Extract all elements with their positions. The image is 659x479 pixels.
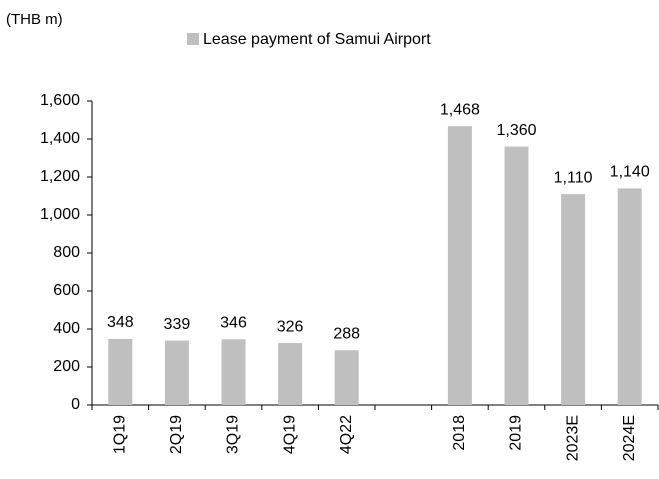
y-tick-label: 1,600 [40, 92, 80, 109]
value-label: 348 [107, 314, 134, 331]
legend-swatch [187, 33, 199, 45]
x-tick-label: 2023E [564, 415, 581, 461]
bar [617, 188, 642, 405]
value-label: 1,140 [610, 164, 650, 181]
y-tick-label: 600 [53, 282, 80, 299]
bar [334, 350, 359, 405]
y-tick-label: 1,400 [40, 130, 80, 147]
x-tick-label: 4Q22 [338, 415, 355, 454]
value-label: 1,360 [496, 122, 536, 139]
bar [447, 126, 472, 405]
x-tick-label: 2Q19 [168, 415, 185, 454]
x-tick-label: 1Q19 [112, 415, 129, 454]
x-tick-label: 2019 [508, 415, 525, 451]
value-label: 346 [220, 314, 247, 331]
y-tick-label: 0 [71, 396, 80, 413]
value-label: 1,110 [554, 169, 593, 186]
value-label: 339 [164, 316, 191, 333]
x-tick-label: 3Q19 [225, 415, 242, 454]
bar [561, 194, 586, 405]
x-tick-label: 2018 [451, 415, 468, 451]
y-tick-label: 1,200 [40, 168, 80, 185]
y-tick-label: 400 [53, 320, 80, 337]
x-tick-label: 2024E [621, 415, 638, 461]
legend-label: Lease payment of Samui Airport [203, 31, 431, 48]
value-label: 1,468 [440, 101, 480, 118]
y-tick-label: 200 [53, 358, 80, 375]
y-axis-label: (THB m) [6, 11, 63, 28]
x-tick-label: 4Q19 [281, 415, 298, 454]
value-label: 288 [333, 325, 360, 342]
bar [108, 338, 133, 405]
value-label: 326 [277, 318, 304, 335]
bar [164, 340, 189, 405]
y-tick-label: 800 [53, 244, 80, 261]
bar [278, 343, 303, 405]
bar [221, 339, 246, 405]
bar [504, 146, 529, 405]
y-tick-label: 1,000 [40, 206, 80, 223]
